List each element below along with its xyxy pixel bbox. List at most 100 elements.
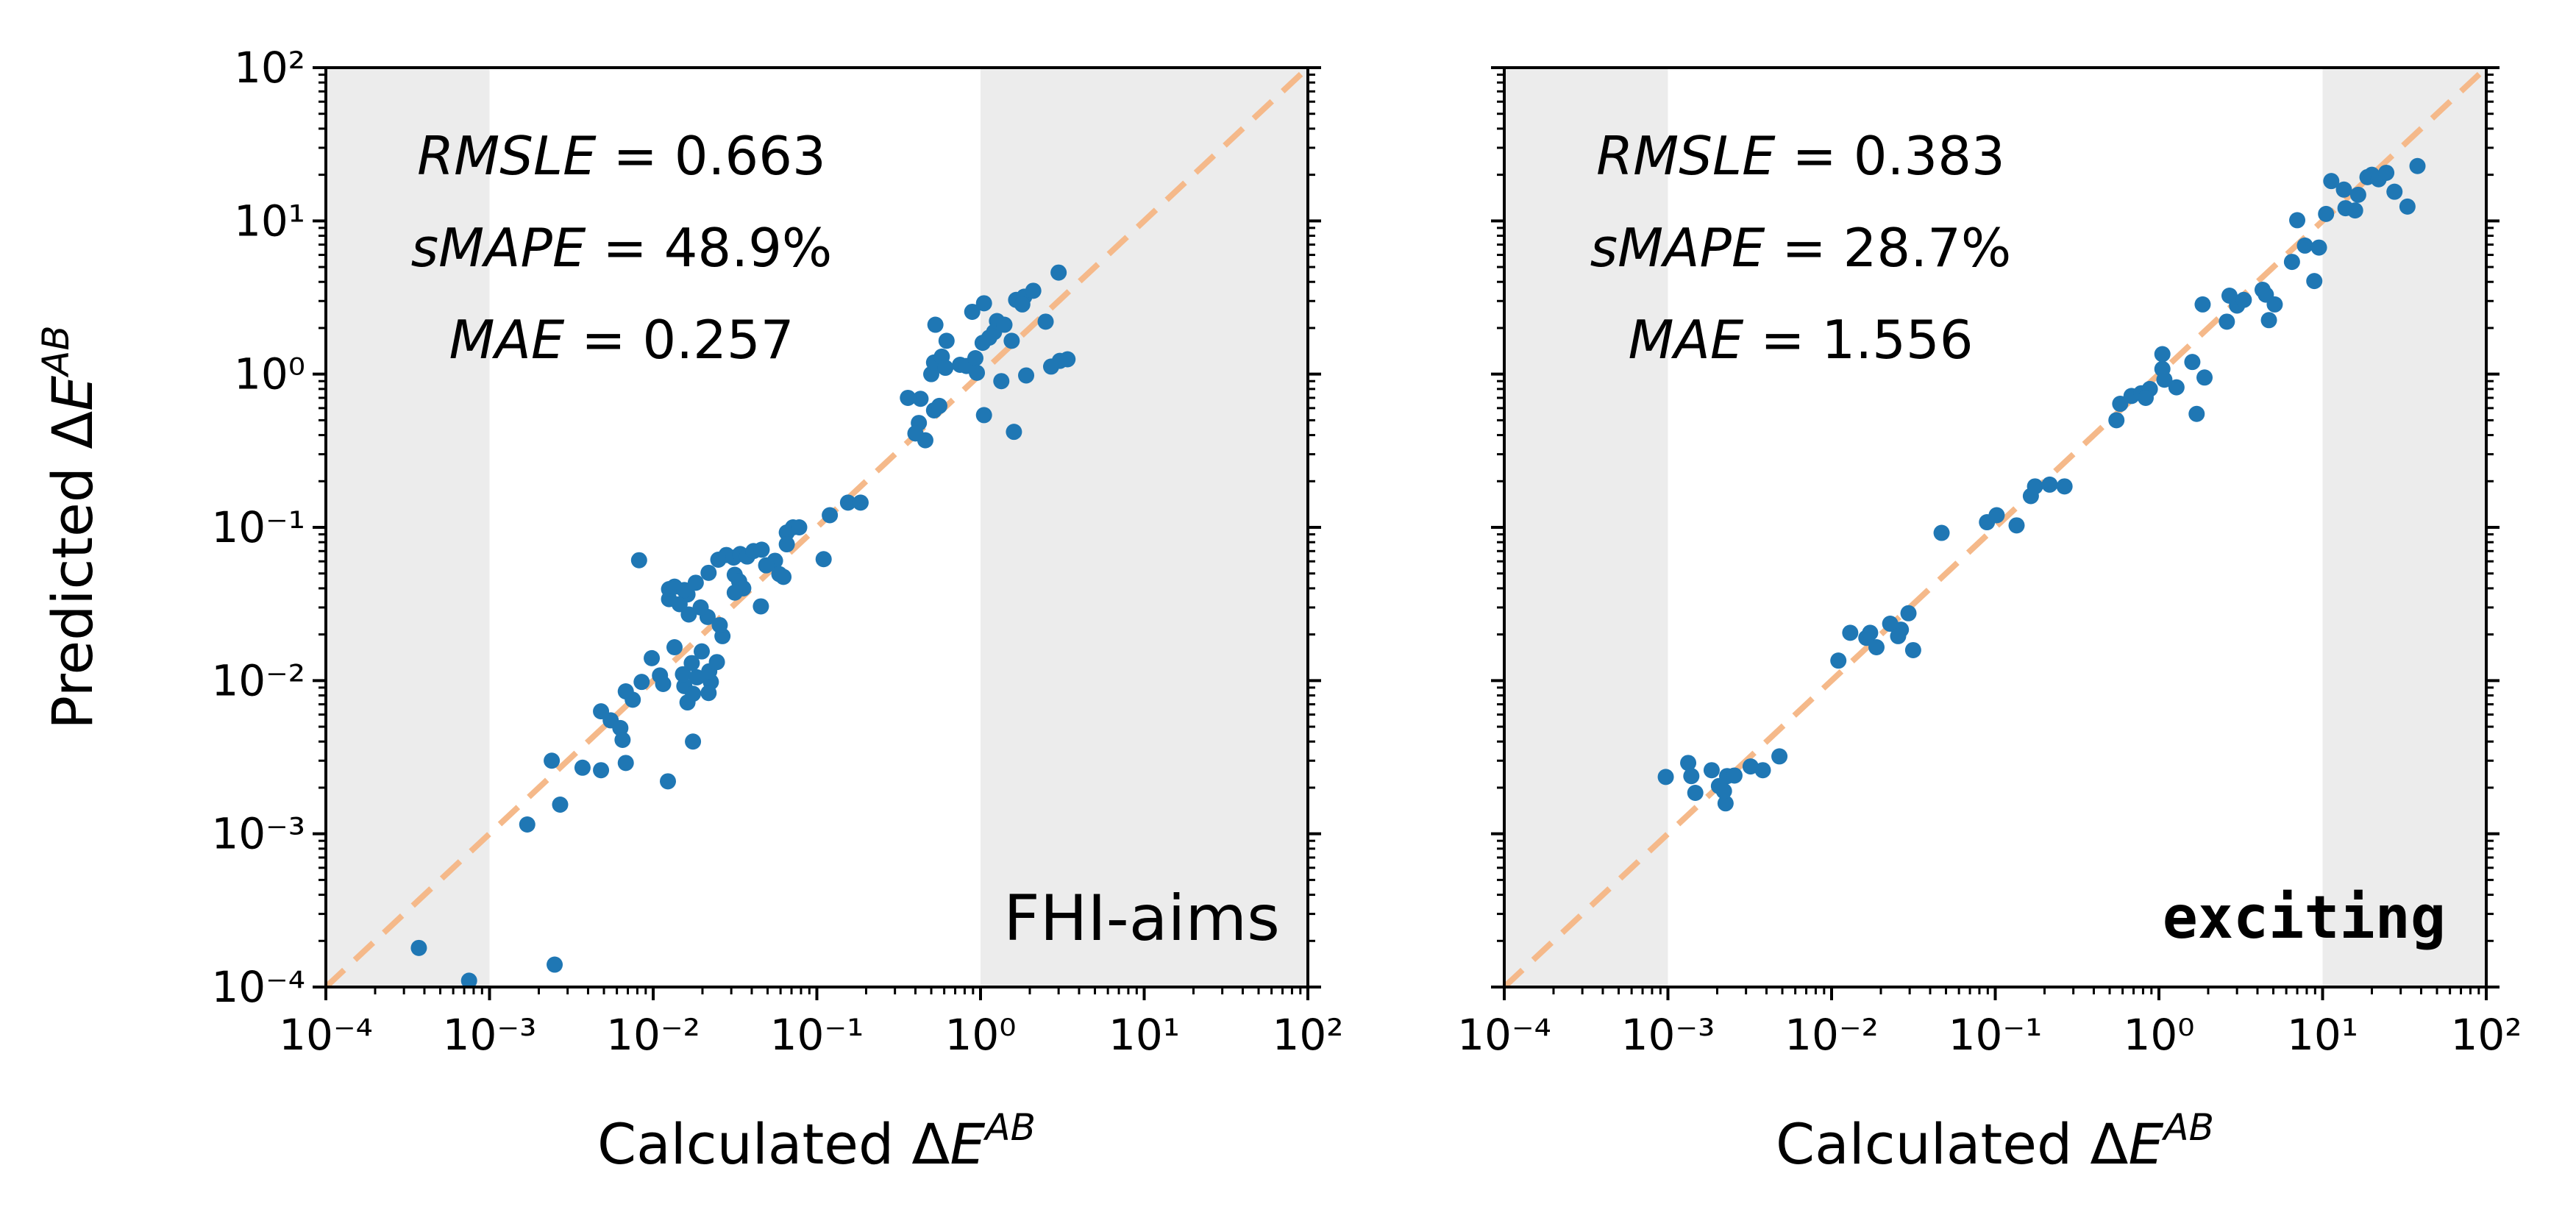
data-point-b-45	[2219, 313, 2235, 330]
data-point-a-1	[460, 972, 477, 987]
data-point-b-48	[2235, 291, 2252, 308]
panel-fhi-aims: 10⁻⁴10⁻⁴ 10⁻³ 10⁻³ 10⁻² 10⁻² 10⁻¹ 10⁻¹ 10⁰ 10⁰ 10…	[211, 43, 1343, 1177]
data-point-b-3	[1687, 785, 1704, 802]
x-tick-label-b-6: 10²	[2450, 1010, 2522, 1060]
data-point-a-45	[700, 564, 717, 581]
data-point-b-41	[2184, 354, 2201, 371]
data-point-a-6	[574, 759, 591, 776]
data-point-a-2	[547, 956, 563, 973]
data-point-a-92	[1003, 332, 1020, 349]
data-point-a-106	[1042, 358, 1059, 375]
shaded-region-a-0	[326, 68, 490, 987]
data-point-b-56	[2306, 273, 2323, 290]
data-point-a-34	[711, 616, 728, 633]
data-point-a-52	[753, 541, 770, 558]
data-point-b-13	[1830, 652, 1847, 669]
data-point-b-28	[2027, 478, 2043, 495]
data-point-b-22	[1890, 627, 1907, 644]
x-tick-label-a-3: 10⁻¹	[770, 1010, 864, 1060]
data-point-b-8	[1726, 767, 1743, 784]
shaded-region-a-1	[981, 68, 1308, 987]
data-point-b-60	[2335, 181, 2352, 198]
x-tick-label-b-4: 10⁰	[2123, 1010, 2194, 1060]
data-point-b-23	[1933, 524, 1950, 541]
data-point-b-67	[2378, 164, 2395, 181]
data-point-b-36	[2137, 389, 2154, 406]
data-point-b-30	[2056, 478, 2073, 495]
data-point-a-44	[687, 574, 704, 591]
data-point-a-65	[758, 557, 775, 574]
x-tick-label-b-2: 10⁻²	[1785, 1010, 1879, 1060]
data-point-b-42	[2188, 405, 2205, 422]
data-point-a-15	[633, 674, 650, 691]
data-point-a-25	[679, 694, 696, 711]
y-axis-label: Predicted ΔEAB	[35, 325, 105, 729]
data-point-a-96	[1014, 296, 1031, 313]
data-point-a-11	[614, 732, 631, 749]
x-tick-label-b-3: 10⁻¹	[1949, 1010, 2043, 1060]
data-point-a-3	[519, 816, 536, 833]
metric-smape-b: sMAPE = 28.7%	[1590, 217, 2012, 279]
code-label-exciting: exciting	[2163, 883, 2446, 952]
metric-mae-a: MAE = 0.257	[449, 309, 794, 371]
data-point-a-0	[410, 939, 427, 956]
y-tick-label-a-0: 10⁻⁴	[211, 962, 305, 1012]
y-tick-label-a-3: 10⁻¹	[211, 502, 305, 552]
data-point-b-52	[2266, 296, 2283, 313]
metric-rmsle-b: RMSLE = 0.383	[1596, 125, 2005, 187]
x-axis-label-b: Calculated ΔEAB	[1776, 1106, 2214, 1177]
data-point-b-58	[2318, 205, 2335, 222]
data-point-b-25	[1988, 507, 2005, 524]
data-point-a-57	[752, 598, 769, 615]
shaded-region-b-0	[1504, 68, 1668, 987]
x-tick-label-a-6: 10²	[1272, 1010, 1343, 1060]
data-point-b-0	[1657, 769, 1674, 786]
data-point-b-44	[2194, 296, 2211, 313]
data-point-b-68	[2399, 198, 2416, 215]
data-point-a-19	[660, 773, 677, 790]
data-point-b-16	[1868, 639, 1885, 656]
panel-exciting: 10⁻⁴ 10⁻³ 10⁻² 10⁻¹ 10⁰ 10¹ 10² RMSLE = 0.383 …	[1457, 66, 2522, 1177]
data-point-a-108	[907, 425, 924, 442]
data-point-a-8	[617, 755, 634, 772]
data-point-a-76	[931, 397, 947, 414]
data-point-a-64	[775, 569, 792, 585]
data-point-b-59	[2323, 173, 2340, 190]
data-point-a-81	[937, 360, 954, 377]
data-point-a-69	[852, 494, 869, 511]
data-point-a-78	[927, 316, 944, 333]
data-point-b-62	[2346, 202, 2363, 219]
data-point-a-23	[689, 669, 705, 685]
data-points-a	[410, 264, 1076, 987]
data-point-b-4	[1703, 762, 1720, 779]
metric-mae-b: MAE = 1.556	[1628, 309, 1973, 371]
data-point-a-28	[694, 643, 711, 660]
data-point-b-51	[2260, 312, 2277, 329]
x-tick-label-b-0: 10⁻⁴	[1457, 1010, 1551, 1060]
y-tick-label-a-4: 10⁰	[234, 349, 305, 399]
data-point-a-4	[552, 797, 569, 813]
data-point-a-14	[617, 683, 634, 700]
data-point-a-73	[912, 391, 929, 407]
data-point-a-100	[1006, 424, 1022, 441]
metric-rmsle-a: RMSLE = 0.663	[417, 125, 826, 187]
y-tick-label-a-6: 10²	[234, 43, 305, 93]
data-point-b-14	[1842, 624, 1859, 641]
metrics-a: RMSLE = 0.663 sMAPE = 48.9% MAE = 0.257	[411, 125, 833, 371]
data-point-a-86	[975, 295, 992, 312]
data-point-a-61	[791, 519, 808, 535]
data-point-a-99	[993, 373, 1010, 390]
shaded-regions-b	[1504, 68, 2486, 987]
data-point-a-105	[1059, 351, 1076, 368]
data-point-a-107	[900, 389, 917, 406]
data-point-b-11	[1771, 748, 1788, 765]
data-point-b-20	[1904, 641, 1921, 658]
data-point-b-9	[1742, 758, 1759, 775]
data-point-a-79	[938, 332, 955, 349]
data-point-a-97	[975, 407, 992, 424]
data-point-b-38	[2154, 360, 2171, 377]
x-tick-label-a-0: 10⁻⁴	[279, 1010, 373, 1060]
data-point-b-57	[2310, 239, 2327, 256]
data-point-b-1	[1680, 755, 1697, 772]
